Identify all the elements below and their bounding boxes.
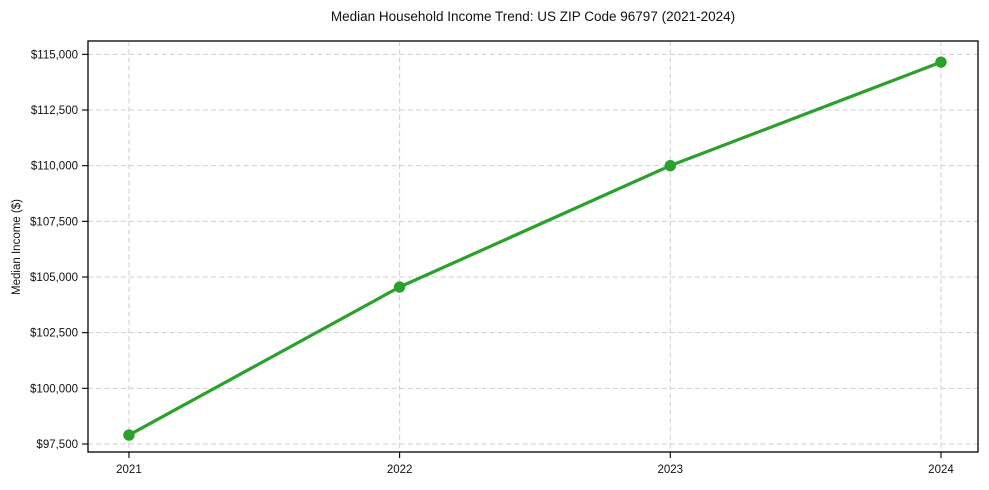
data-point-marker: [393, 281, 406, 293]
data-point-marker: [935, 56, 947, 68]
data-point-marker: [123, 429, 135, 441]
y-tick-label: $97,500: [36, 439, 78, 451]
trend-line: [127, 60, 943, 437]
x-tick-label: 2024: [928, 464, 954, 476]
chart-title: Median Household Income Trend: US ZIP Co…: [330, 9, 736, 24]
plot-border: [87, 40, 979, 453]
y-tick-label: $105,000: [30, 272, 78, 284]
y-tick-label: $112,500: [31, 105, 78, 117]
y-tick-label: $100,000: [30, 383, 78, 395]
x-tick-label: 2023: [658, 464, 684, 476]
x-tick-label: 2021: [116, 464, 142, 476]
y-tick-label: $115,000: [31, 49, 78, 61]
y-tick-label: $102,500: [30, 328, 78, 340]
y-tick-label: $110,000: [31, 161, 78, 173]
y-tick-label: $107,500: [30, 216, 78, 228]
data-point-marker: [664, 159, 676, 172]
x-tick-label: 2022: [387, 464, 413, 476]
